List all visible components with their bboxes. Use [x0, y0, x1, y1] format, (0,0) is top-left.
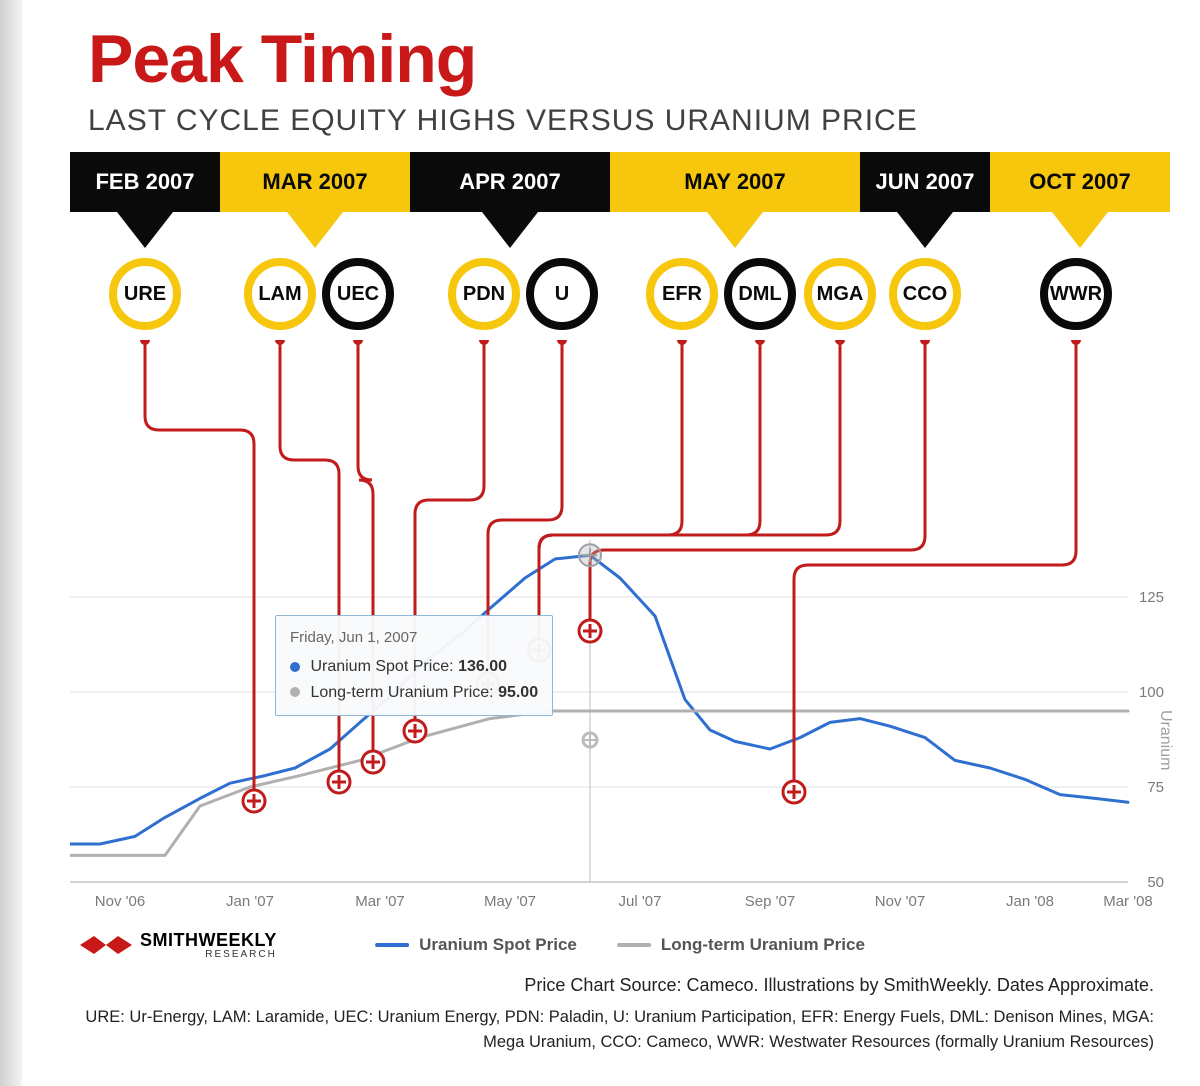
svg-text:Nov '06: Nov '06: [95, 893, 145, 910]
legend-item: Uranium Spot Price: [375, 935, 577, 955]
tooltip-value: 136.00: [458, 658, 507, 675]
tooltip-dot-icon: [290, 662, 300, 672]
month-pointer-icon: [707, 212, 763, 248]
svg-text:Mar '08: Mar '08: [1103, 893, 1153, 910]
month-pointer-icon: [117, 212, 173, 248]
month-block: OCT 2007: [990, 152, 1170, 212]
y-axis-title: Uranium: [1156, 710, 1174, 770]
ticker-circle: DML: [724, 258, 796, 330]
legend-item: Long-term Uranium Price: [617, 935, 865, 955]
month-pointer-icon: [1052, 212, 1108, 248]
svg-text:Mar '07: Mar '07: [355, 893, 405, 910]
content-wrapper: Peak Timing LAST CYCLE EQUITY HIGHS VERS…: [40, 0, 1190, 1086]
svg-text:125: 125: [1139, 589, 1164, 606]
month-block: APR 2007: [410, 152, 610, 212]
ticker-circle: MGA: [804, 258, 876, 330]
chart-tooltip: Friday, Jun 1, 2007 Uranium Spot Price: …: [275, 615, 553, 716]
month-timeline: FEB 2007MAR 2007APR 2007MAY 2007JUN 2007…: [70, 152, 1170, 212]
page-subtitle: LAST CYCLE EQUITY HIGHS VERSUS URANIUM P…: [88, 104, 1190, 138]
ticker-circle: EFR: [646, 258, 718, 330]
legend-swatch-icon: [375, 943, 409, 947]
svg-text:Nov '07: Nov '07: [875, 893, 925, 910]
month-block: JUN 2007: [860, 152, 990, 212]
footer-tickers: URE: Ur-Energy, LAM: Laramide, UEC: Uran…: [80, 1005, 1154, 1055]
tooltip-dot-icon: [290, 687, 300, 697]
month-block: MAR 2007: [220, 152, 410, 212]
footer-source: Price Chart Source: Cameco. Illustration…: [80, 972, 1154, 999]
chart-area: 50 75 100 125 Nov '06 Jan '07 Mar '07 May '07 Ju…: [70, 340, 1170, 920]
ticker-circle: URE: [109, 258, 181, 330]
tooltip-value: 95.00: [498, 684, 538, 701]
month-pointer-icon: [287, 212, 343, 248]
ticker-circle: U: [526, 258, 598, 330]
tooltip-row: Uranium Spot Price: 136.00: [290, 654, 538, 680]
page-title: Peak Timing: [88, 20, 1190, 98]
legend-swatch-icon: [617, 943, 651, 947]
tooltip-label: Long-term Uranium Price:: [306, 684, 498, 701]
brand-name: SMITHWEEKLY: [140, 930, 277, 951]
ticker-circle: UEC: [322, 258, 394, 330]
svg-text:Sep '07: Sep '07: [745, 893, 795, 910]
left-shadow: [0, 0, 22, 1086]
svg-text:75: 75: [1147, 779, 1164, 796]
month-block: FEB 2007: [70, 152, 220, 212]
ticker-row: URE LAMUEC PDNU EFRDMLMGACCO WWR: [70, 258, 1170, 338]
pointer-row: [70, 212, 1170, 258]
svg-text:100: 100: [1139, 684, 1164, 701]
legend-label: Long-term Uranium Price: [661, 935, 865, 955]
footer: Price Chart Source: Cameco. Illustration…: [80, 972, 1154, 1055]
brand-logo-icon: [80, 934, 132, 956]
ticker-circle: CCO: [889, 258, 961, 330]
svg-text:50: 50: [1147, 874, 1164, 891]
brand: SMITHWEEKLY RESEARCH: [80, 930, 277, 960]
legend-items: Uranium Spot Price Long-term Uranium Pric…: [375, 935, 865, 955]
tooltip-date: Friday, Jun 1, 2007: [290, 626, 538, 650]
legend-row: SMITHWEEKLY RESEARCH Uranium Spot Price L…: [70, 928, 1170, 962]
svg-text:Jan '08: Jan '08: [1006, 893, 1054, 910]
month-pointer-icon: [482, 212, 538, 248]
svg-text:Jul '07: Jul '07: [619, 893, 662, 910]
ticker-circle: LAM: [244, 258, 316, 330]
ticker-circle: WWR: [1040, 258, 1112, 330]
month-pointer-icon: [897, 212, 953, 248]
tooltip-label: Uranium Spot Price:: [306, 658, 458, 675]
month-block: MAY 2007: [610, 152, 860, 212]
svg-text:May '07: May '07: [484, 893, 536, 910]
tooltip-row: Long-term Uranium Price: 95.00: [290, 680, 538, 706]
svg-text:Jan '07: Jan '07: [226, 893, 274, 910]
ticker-circle: PDN: [448, 258, 520, 330]
chart-svg: 50 75 100 125 Nov '06 Jan '07 Mar '07 May '07 Ju…: [70, 340, 1170, 920]
legend-label: Uranium Spot Price: [419, 935, 577, 955]
